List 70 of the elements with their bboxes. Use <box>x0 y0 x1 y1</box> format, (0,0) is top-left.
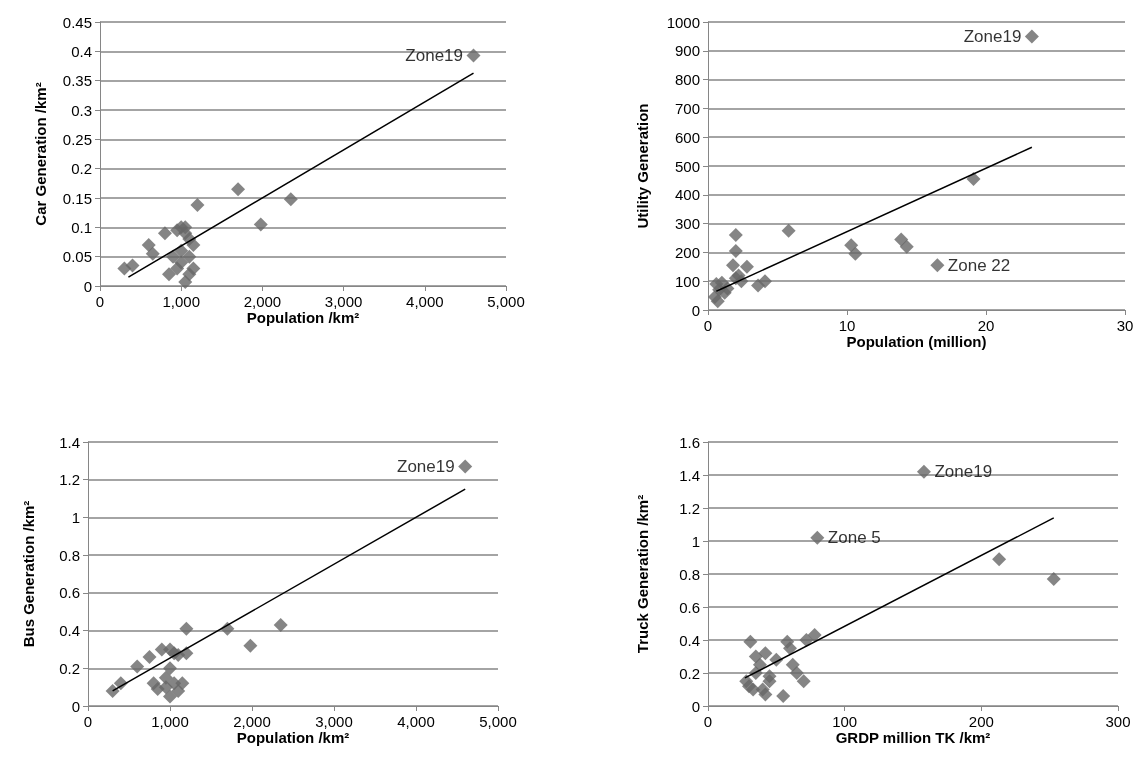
x-tick-label: 3,000 <box>324 293 363 310</box>
y-tick-label: 0.6 <box>679 598 700 616</box>
y-axis-title: Truck Generation /km² <box>634 494 651 654</box>
x-tick-label: 4,000 <box>397 713 435 730</box>
x-tick-label: 0 <box>703 713 713 730</box>
x-tick-label: 200 <box>968 713 994 730</box>
x-tick-label: 4,000 <box>406 293 444 310</box>
x-tick-label: 20 <box>977 317 995 334</box>
y-tick-label: 400 <box>674 186 700 204</box>
x-tick-label: 30 <box>1116 317 1134 334</box>
y-tick-label: 800 <box>674 71 700 89</box>
x-tick-label: 2,000 <box>243 293 282 310</box>
y-tick-label: 0.2 <box>679 664 700 682</box>
x-axis-title: Population /km² <box>246 309 360 326</box>
y-tick-label: 0.6 <box>59 584 80 602</box>
annotation: Zone19 <box>934 462 993 482</box>
y-tick-label: 500 <box>674 157 700 175</box>
y-tick-label: 1 <box>691 532 700 550</box>
y-tick-label: 1.2 <box>59 471 80 489</box>
y-tick-label: 0.45 <box>62 13 92 31</box>
y-tick-label: 0.4 <box>71 42 92 60</box>
x-tick-label: 1,000 <box>162 293 200 310</box>
y-tick-label: 0.2 <box>71 160 92 178</box>
x-tick-label: 0 <box>95 293 105 310</box>
y-tick-label: 0.8 <box>679 565 700 583</box>
annotation: Zone19 <box>397 457 455 477</box>
y-tick-label: 0 <box>71 697 80 715</box>
y-axis-title: Bus Generation /km² <box>20 500 37 648</box>
y-tick-label: 700 <box>674 99 700 117</box>
y-tick-label: 0.15 <box>62 189 92 207</box>
y-tick-label: 0 <box>83 277 92 295</box>
x-tick-label: 10 <box>838 317 856 334</box>
y-tick-label: 0.8 <box>59 546 80 564</box>
x-axis-title: Population (million) <box>846 333 987 350</box>
y-tick-label: 0.1 <box>71 218 92 236</box>
x-tick-label: 300 <box>1105 713 1131 730</box>
y-tick-label: 200 <box>674 243 700 261</box>
y-tick-label: 0.3 <box>71 101 92 119</box>
y-tick-label: 1.2 <box>679 499 700 517</box>
x-tick-label: 0 <box>703 317 713 334</box>
y-tick-label: 1.4 <box>679 466 700 484</box>
x-tick-label: 1,000 <box>151 713 189 730</box>
y-tick-label: 0.4 <box>679 631 700 649</box>
annotation: Zone 22 <box>947 255 1011 275</box>
x-axis-title: GRDP million TK /km² <box>835 729 991 746</box>
y-tick-label: 100 <box>674 272 700 290</box>
annotation: Zone19 <box>405 45 464 65</box>
y-tick-label: 0.4 <box>59 622 80 640</box>
x-tick-label: 3,000 <box>315 713 353 730</box>
x-tick-label: 100 <box>832 713 858 730</box>
y-tick-label: 1.6 <box>679 433 700 451</box>
y-tick-label: 900 <box>674 42 700 60</box>
y-tick-label: 600 <box>674 128 700 146</box>
y-tick-label: 1 <box>71 508 80 526</box>
y-tick-label: 300 <box>674 215 700 233</box>
y-axis-title: Car Generation /km² <box>32 82 49 226</box>
x-tick-label: 5,000 <box>487 293 525 310</box>
x-tick-label: 5,000 <box>479 713 517 730</box>
y-tick-label: 0 <box>691 697 700 715</box>
y-tick-label: 0.35 <box>62 72 92 90</box>
y-tick-label: 0.05 <box>62 248 92 266</box>
y-tick-label: 0.25 <box>62 130 92 148</box>
y-axis-title: Utility Generation <box>634 103 651 229</box>
annotation: Zone 5 <box>827 528 881 548</box>
x-axis-title: Population /km² <box>236 729 350 746</box>
y-tick-label: 1000 <box>666 13 700 31</box>
annotation: Zone19 <box>963 26 1022 46</box>
x-tick-label: 2,000 <box>233 713 271 730</box>
y-tick-label: 0.2 <box>59 659 80 677</box>
y-tick-label: 1.4 <box>59 433 80 451</box>
